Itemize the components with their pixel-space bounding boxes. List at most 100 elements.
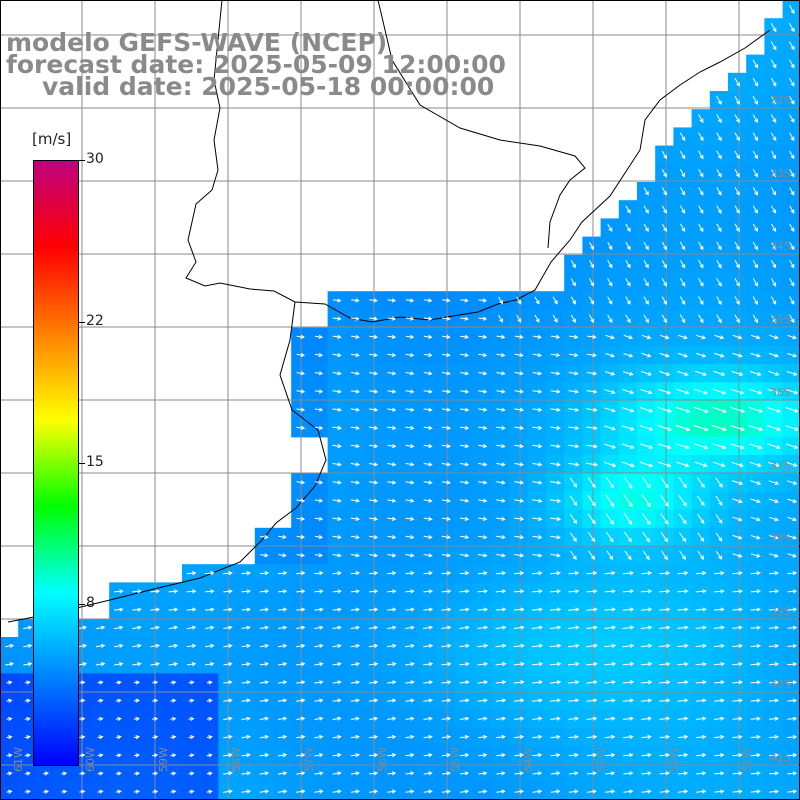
wind-arrow (641, 352, 652, 358)
wind-arrow (697, 550, 705, 560)
wind-arrow (61, 771, 68, 776)
wind-arrow (296, 753, 306, 758)
wind-arrow (332, 353, 342, 358)
wind-arrow (550, 516, 562, 522)
wind-arrow (405, 480, 415, 485)
wind-arrow (696, 753, 707, 758)
wind-arrow (423, 643, 434, 648)
wind-arrow (513, 589, 525, 594)
wind-arrow (170, 789, 177, 794)
wind-arrow (734, 168, 740, 178)
wind-arrow (731, 370, 744, 376)
wind-arrow (95, 625, 106, 630)
wind-arrow (152, 698, 159, 703)
wind-arrow (677, 643, 689, 649)
wind-arrow (770, 187, 777, 196)
wind-arrow (607, 278, 613, 287)
wind-arrow (586, 571, 598, 576)
wind-arrow (423, 753, 433, 758)
wind-arrow (24, 680, 31, 685)
wind-arrow (604, 371, 616, 376)
wind-arrow (423, 444, 433, 449)
wind-arrow (223, 662, 233, 667)
wind-arrow (658, 388, 672, 395)
wind-arrow (332, 662, 342, 667)
wind-arrow (277, 680, 288, 685)
latitude-labels: 32S 33S 34S 35S 36S 37S 38S 39S 40S 41S (770, 94, 791, 764)
wind-arrow (549, 498, 562, 503)
wind-arrow (296, 334, 305, 339)
wind-arrow (314, 716, 324, 721)
wind-arrow (787, 789, 798, 794)
wind-arrow (477, 625, 489, 630)
wind-arrow (568, 680, 580, 685)
wind-arrow (788, 23, 795, 33)
wind-arrow (568, 353, 579, 358)
wind-arrow (568, 389, 580, 394)
wind-arrow (405, 589, 415, 594)
wind-arrow (133, 771, 141, 776)
wind-arrow (405, 753, 415, 758)
wind-arrow (729, 406, 746, 413)
wind-arrow (115, 680, 122, 685)
wind-arrow (350, 334, 360, 339)
wind-arrow (6, 735, 13, 740)
wind-arrow (789, 205, 795, 214)
wind-arrow (550, 535, 561, 540)
wind-arrow (770, 223, 777, 232)
wind-arrow (624, 531, 632, 543)
wind-arrow (478, 535, 488, 540)
wind-arrow (532, 371, 543, 376)
wind-arrow (675, 424, 691, 432)
wind-arrow (622, 643, 635, 648)
wind-arrow (643, 278, 649, 287)
wind-arrow (259, 771, 270, 776)
wind-arrow (387, 498, 397, 503)
wind-arrow (296, 534, 306, 540)
wind-arrow (789, 278, 795, 287)
wind-arrow (623, 476, 633, 489)
wind-arrow (459, 535, 470, 540)
wind-arrow (621, 443, 635, 449)
wind-arrow (168, 662, 179, 667)
wind-arrow (441, 352, 451, 358)
wind-arrow (387, 480, 397, 485)
wind-arrow (206, 771, 213, 776)
wind-arrow (368, 407, 379, 412)
wind-arrow (152, 753, 159, 758)
wind-arrow (314, 571, 324, 576)
wind-arrow (643, 314, 649, 324)
wind-arrow (241, 625, 251, 630)
wind-arrow (768, 370, 780, 376)
wind-arrow (516, 296, 522, 305)
wind-arrow (750, 789, 761, 794)
wind-arrow (150, 662, 160, 667)
wind-arrow (641, 371, 652, 376)
wind-arrow (332, 553, 342, 558)
longitude-label: 53W (595, 747, 608, 772)
wind-arrow (787, 353, 798, 358)
wind-arrow (604, 607, 616, 612)
wind-arrow (622, 389, 635, 395)
wind-arrow (605, 753, 616, 758)
wind-arrow (405, 371, 415, 376)
wind-arrow (732, 680, 743, 685)
wind-arrow (677, 352, 689, 358)
wind-arrow (587, 532, 596, 543)
wind-arrow (514, 498, 525, 503)
wind-arrow (387, 698, 397, 703)
wind-arrow (659, 698, 671, 703)
argentina-coastline (7, 301, 327, 623)
wind-arrow (659, 334, 670, 340)
wind-arrow (423, 535, 433, 540)
wind-arrow (259, 643, 270, 648)
wind-arrow (332, 462, 342, 467)
wind-arrow (496, 498, 506, 503)
wind-arrow (586, 643, 598, 648)
wind-arrow (459, 753, 470, 758)
wind-arrow (622, 407, 635, 413)
wind-arrow (79, 771, 86, 776)
wind-arrow (586, 607, 598, 612)
wind-arrow (186, 607, 197, 612)
wind-arrow (789, 132, 795, 142)
